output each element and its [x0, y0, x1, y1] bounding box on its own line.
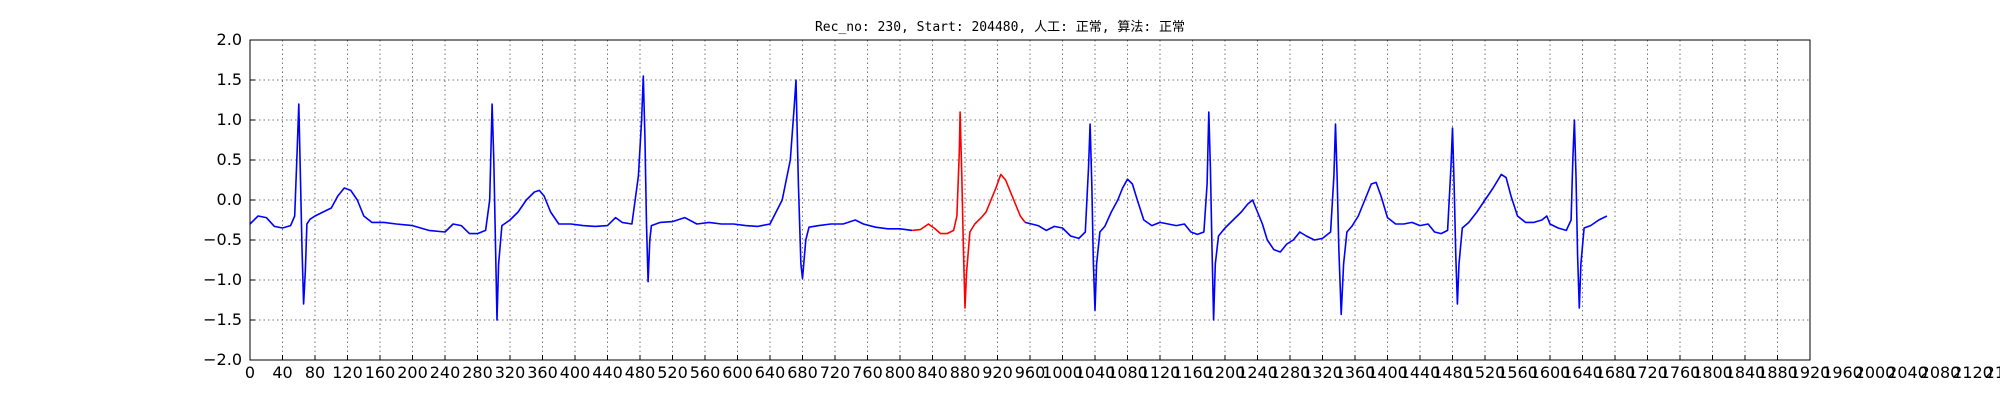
grid [250, 40, 1810, 360]
x-tick-label: 1640 [1562, 363, 1603, 382]
x-tick-label: 280 [462, 363, 493, 382]
x-tick-label: 1560 [1497, 363, 1538, 382]
y-axis: 2.0 1.5 1.0 0.5 0.0 −0.5 −1.0 −1.5 −2.0 [203, 30, 255, 369]
x-tick-label: 1280 [1270, 363, 1311, 382]
x-tick-label: 1800 [1692, 363, 1733, 382]
x-tick-label: 560 [690, 363, 721, 382]
y-tick-label: 0.5 [217, 150, 242, 169]
y-tick-label: −1.5 [203, 310, 242, 329]
x-tick-label: 80 [305, 363, 325, 382]
x-tick-label: 2040 [1887, 363, 1928, 382]
x-tick-label: 1000 [1042, 363, 1083, 382]
y-tick-label: 0.0 [217, 190, 242, 209]
x-tick-label: 760 [852, 363, 883, 382]
x-tick-label: 1160 [1172, 363, 1213, 382]
x-tick-label: 840 [917, 363, 948, 382]
x-tick-label: 1440 [1400, 363, 1441, 382]
x-tick-label: 1960 [1822, 363, 1863, 382]
x-tick-label: 1920 [1790, 363, 1831, 382]
x-tick-label: 200 [397, 363, 428, 382]
x-tick-label: 440 [592, 363, 623, 382]
x-tick-label: 40 [272, 363, 292, 382]
x-tick-label: 1400 [1367, 363, 1408, 382]
y-tick-label: −0.5 [203, 230, 242, 249]
x-axis: 0 40 80 120 160 200 240 280 320 360 400 440 480 520 56… [245, 355, 2000, 382]
y-tick-label: −1.0 [203, 270, 242, 289]
x-tick-label: 2120 [1952, 363, 1993, 382]
x-tick-label: 1520 [1465, 363, 1506, 382]
x-tick-label: 1880 [1757, 363, 1798, 382]
x-tick-label: 360 [527, 363, 558, 382]
x-tick-label: 1720 [1627, 363, 1668, 382]
x-tick-label: 920 [982, 363, 1013, 382]
x-tick-label: 2080 [1920, 363, 1961, 382]
series-group [249, 75, 1608, 321]
x-tick-label: 800 [885, 363, 916, 382]
x-tick-label: 1120 [1140, 363, 1181, 382]
x-tick-label: 640 [755, 363, 786, 382]
x-tick-label: 600 [722, 363, 753, 382]
x-tick-label: 1680 [1595, 363, 1636, 382]
x-tick-label: 120 [332, 363, 363, 382]
y-tick-label: 2.0 [217, 30, 242, 49]
x-tick-label: 1480 [1432, 363, 1473, 382]
x-tick-label: 960 [1015, 363, 1046, 382]
x-tick-label: 240 [430, 363, 461, 382]
highlighted-beat-line [912, 111, 1026, 309]
x-tick-label: 160 [365, 363, 396, 382]
x-tick-label: 520 [657, 363, 688, 382]
y-tick-label: 1.5 [217, 70, 242, 89]
x-tick-label: 1360 [1335, 363, 1376, 382]
x-tick-label: 480 [625, 363, 656, 382]
x-tick-label: 2160 [1985, 363, 2000, 382]
x-tick-label: 1320 [1302, 363, 1343, 382]
x-tick-label: 1760 [1660, 363, 1701, 382]
ecg-trace-line [249, 75, 913, 321]
x-tick-label: 0 [245, 363, 255, 382]
y-tick-label: 1.0 [217, 110, 242, 129]
y-tick-label: −2.0 [203, 350, 242, 369]
x-tick-label: 2000 [1855, 363, 1896, 382]
x-tick-label: 1600 [1530, 363, 1571, 382]
x-tick-label: 400 [560, 363, 591, 382]
x-tick-label: 880 [950, 363, 981, 382]
x-tick-label: 1080 [1107, 363, 1148, 382]
x-tick-label: 720 [820, 363, 851, 382]
x-tick-label: 320 [495, 363, 526, 382]
ecg-trace-line [1024, 111, 1608, 321]
x-tick-label: 1840 [1725, 363, 1766, 382]
x-tick-label: 1200 [1205, 363, 1246, 382]
x-tick-label: 1040 [1075, 363, 1116, 382]
chart-title: Rec_no: 230, Start: 204480, 人工: 正常, 算法: … [815, 20, 1185, 35]
x-tick-label: 680 [787, 363, 818, 382]
x-tick-label: 1240 [1237, 363, 1278, 382]
